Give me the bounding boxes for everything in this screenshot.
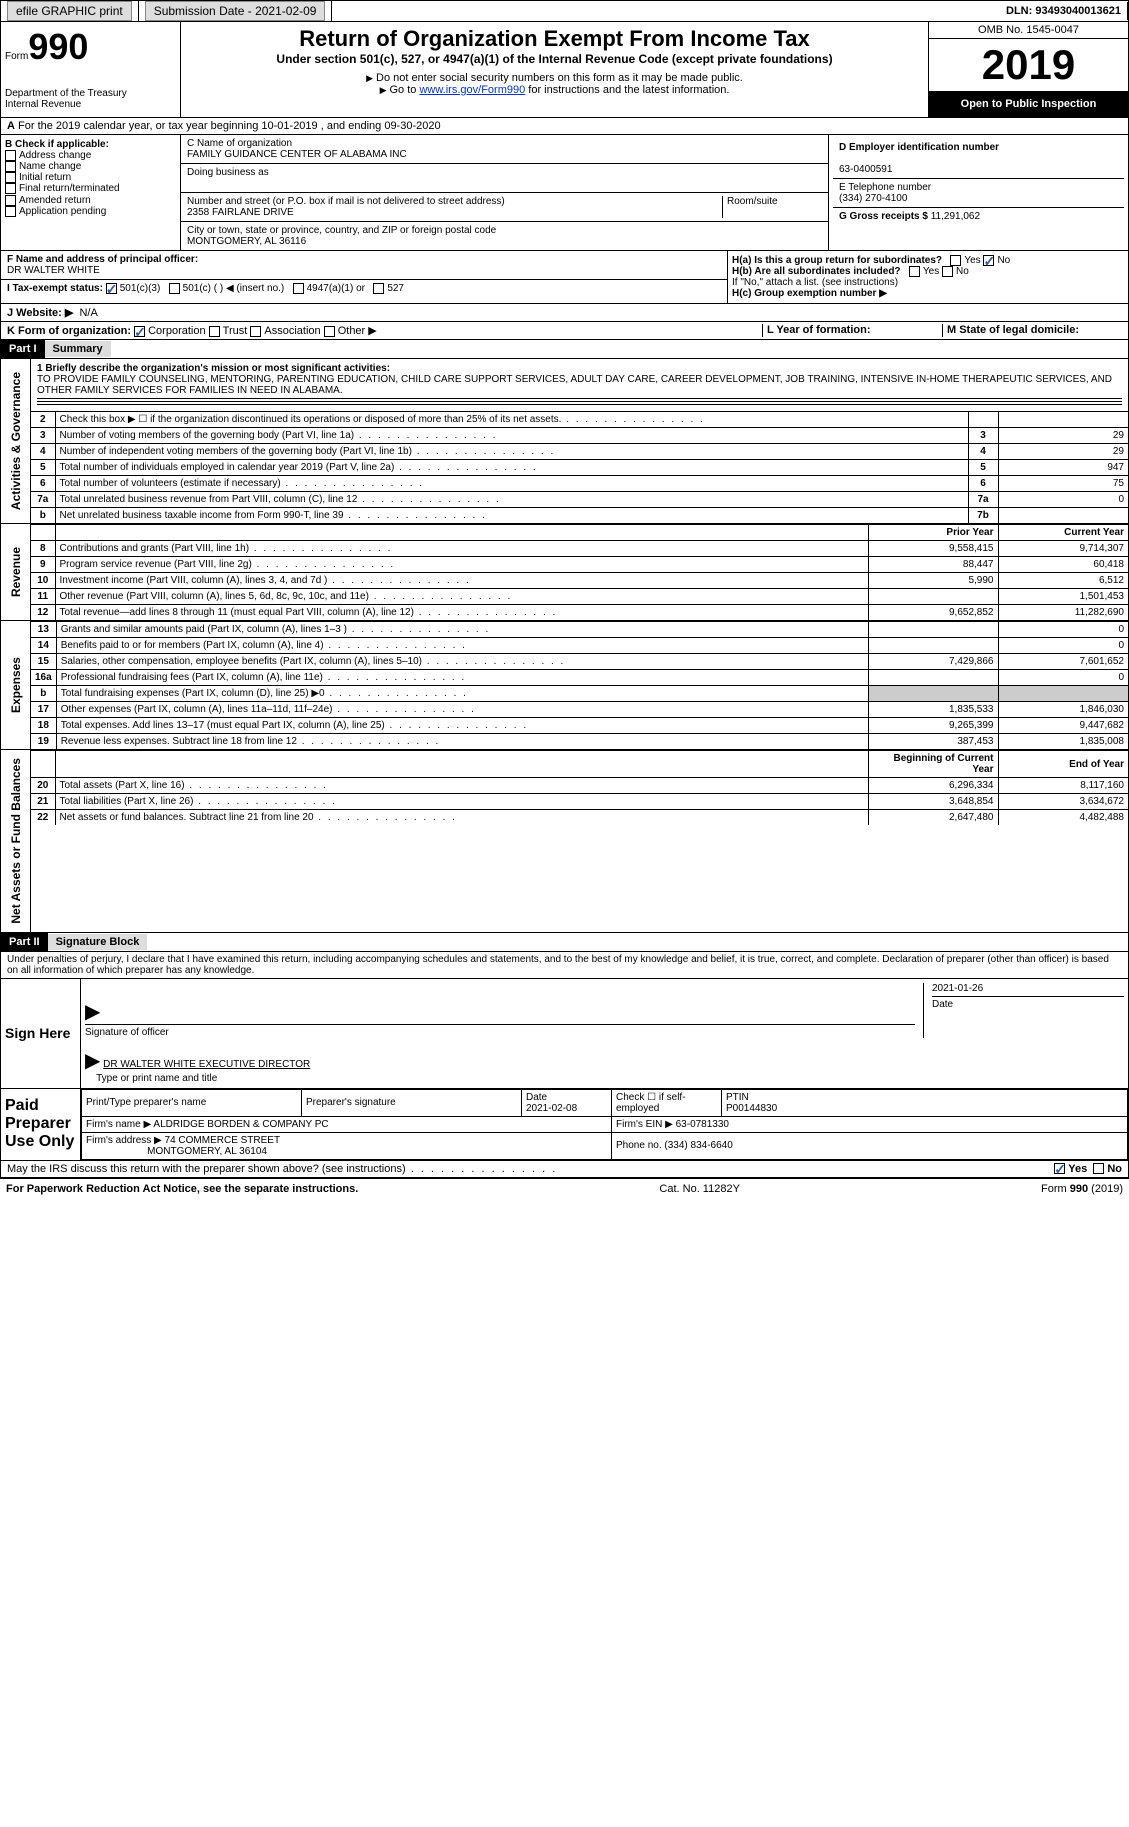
- discuss-yes[interactable]: [1054, 1163, 1065, 1174]
- submission-btn[interactable]: Submission Date - 2021-02-09: [145, 1, 326, 21]
- room-label: Room/suite: [727, 196, 778, 207]
- footer: For Paperwork Reduction Act Notice, see …: [0, 1178, 1129, 1199]
- governance-section: Activities & Governance 1 Briefly descri…: [0, 359, 1129, 524]
- discuss-row: May the IRS discuss this return with the…: [0, 1161, 1129, 1178]
- inspection: Open to Public Inspection: [929, 92, 1128, 117]
- ein: 63-0400591: [839, 164, 892, 175]
- city-label: City or town, state or province, country…: [187, 225, 496, 236]
- tax-exempt-label: I Tax-exempt status:: [7, 283, 103, 294]
- efile-btn[interactable]: efile GRAPHIC print: [7, 1, 132, 21]
- name-label: C Name of organization: [187, 138, 292, 149]
- paid-preparer: Paid Preparer Use Only Print/Type prepar…: [0, 1089, 1129, 1161]
- check-initial[interactable]: [5, 172, 16, 183]
- netassets-section: Net Assets or Fund Balances Beginning of…: [0, 750, 1129, 933]
- box-l: L Year of formation:: [767, 324, 871, 336]
- rev-table: Prior YearCurrent Year8Contributions and…: [31, 524, 1128, 620]
- tab-exp: Expenses: [7, 649, 25, 721]
- ha-yes[interactable]: [950, 255, 961, 266]
- k-other[interactable]: [324, 326, 335, 337]
- dln: DLN: 93493040013621: [332, 2, 1128, 20]
- revenue-section: Revenue Prior YearCurrent Year8Contribut…: [0, 524, 1129, 621]
- part1-header: Part ISummary: [0, 340, 1129, 359]
- main-header: Form990 Department of the Treasury Inter…: [0, 22, 1129, 118]
- form990-link[interactable]: www.irs.gov/Form990: [419, 84, 525, 96]
- section-fh: F Name and address of principal officer:…: [0, 251, 1129, 304]
- note1: Do not enter social security numbers on …: [366, 72, 743, 84]
- subtitle: Under section 501(c), 527, or 4947(a)(1)…: [185, 52, 924, 66]
- hb: H(b) Are all subordinates included?: [732, 266, 901, 277]
- discuss-no[interactable]: [1093, 1163, 1104, 1174]
- dba-label: Doing business as: [187, 167, 269, 178]
- k-trust[interactable]: [209, 326, 220, 337]
- na-table: Beginning of Current YearEnd of Year20To…: [31, 750, 1128, 825]
- k-corp[interactable]: [134, 326, 145, 337]
- check-name[interactable]: [5, 161, 16, 172]
- expenses-section: Expenses 13Grants and similar amounts pa…: [0, 621, 1129, 750]
- phone-label: E Telephone number: [839, 182, 931, 193]
- mission-q: 1 Briefly describe the organization's mi…: [37, 363, 390, 374]
- gross-label: G Gross receipts $: [839, 211, 928, 222]
- section-b: B Check if applicable: Address change Na…: [0, 135, 1129, 251]
- check-pending[interactable]: [5, 206, 16, 217]
- officer-label: F Name and address of principal officer:: [7, 254, 198, 265]
- box-b-label: B Check if applicable:: [5, 139, 109, 150]
- name-title-label: Type or print name and title: [96, 1073, 217, 1084]
- mission-text: TO PROVIDE FAMILY COUNSELING, MENTORING,…: [37, 374, 1112, 396]
- box-m: M State of legal domicile:: [947, 324, 1079, 336]
- ein-label: D Employer identification number: [839, 142, 999, 153]
- year: 2019: [982, 41, 1075, 88]
- officer-name-title: DR WALTER WHITE EXECUTIVE DIRECTOR: [103, 1059, 310, 1070]
- topbar: efile GRAPHIC print Submission Date - 20…: [0, 0, 1129, 22]
- check-addr[interactable]: [5, 150, 16, 161]
- sign-here: Sign Here ▶ Signature of officer 2021-01…: [0, 979, 1129, 1089]
- note2-pre: Go to: [380, 84, 420, 96]
- ha: H(a) Is this a group return for subordin…: [732, 255, 942, 266]
- city: MONTGOMERY, AL 36116: [187, 236, 306, 247]
- tab-na: Net Assets or Fund Balances: [7, 750, 25, 932]
- irs: Internal Revenue: [5, 99, 176, 110]
- org-name: FAMILY GUIDANCE CENTER OF ALABAMA INC: [187, 149, 407, 160]
- addr-label: Number and street (or P.O. box if mail i…: [187, 196, 505, 207]
- check-4947[interactable]: [293, 283, 304, 294]
- form-990: 990: [28, 26, 88, 67]
- sig-decl: Under penalties of perjury, I declare th…: [0, 952, 1129, 979]
- check-final[interactable]: [5, 183, 16, 194]
- box-klm: K Form of organization: Corporation Trus…: [0, 322, 1129, 340]
- part2-header: Part IISignature Block: [0, 933, 1129, 952]
- phone: (334) 270-4100: [839, 193, 907, 204]
- ha-no[interactable]: [983, 255, 994, 266]
- gov-table: 2Check this box ▶ ☐ if the organization …: [31, 411, 1128, 523]
- line-a: A For the 2019 calendar year, or tax yea…: [0, 118, 1129, 135]
- hb-note: If "No," attach a list. (see instruction…: [732, 277, 1124, 288]
- gross: 11,291,062: [931, 211, 980, 222]
- hc: H(c) Group exemption number ▶: [732, 288, 887, 299]
- sig-date: 2021-01-26: [932, 983, 983, 994]
- note2-post: for instructions and the latest informat…: [525, 84, 729, 96]
- tab-rev: Revenue: [7, 539, 25, 605]
- box-j: J Website: ▶ N/A: [0, 304, 1129, 322]
- check-527[interactable]: [373, 283, 384, 294]
- check-501c[interactable]: [169, 283, 180, 294]
- hb-yes[interactable]: [909, 266, 920, 277]
- check-amended[interactable]: [5, 195, 16, 206]
- tab-gov: Activities & Governance: [7, 364, 25, 518]
- date-label: Date: [932, 999, 953, 1010]
- check-501c3[interactable]: [106, 283, 117, 294]
- exp-table: 13Grants and similar amounts paid (Part …: [31, 621, 1128, 749]
- title: Return of Organization Exempt From Incom…: [185, 26, 924, 52]
- form-label: Form: [5, 51, 28, 62]
- dept: Department of the Treasury: [5, 88, 176, 99]
- addr: 2358 FAIRLANE DRIVE: [187, 207, 294, 218]
- sig-officer-label: Signature of officer: [85, 1027, 169, 1038]
- hb-no[interactable]: [942, 266, 953, 277]
- k-assoc[interactable]: [250, 326, 261, 337]
- omb: OMB No. 1545-0047: [929, 22, 1128, 39]
- officer: DR WALTER WHITE: [7, 265, 100, 276]
